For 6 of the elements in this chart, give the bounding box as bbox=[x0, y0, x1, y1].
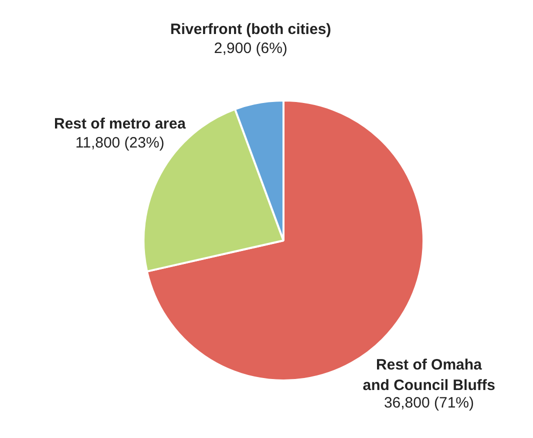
slice-label: Riverfront (both cities) bbox=[170, 21, 332, 38]
data-label: 11,800 (23%) bbox=[75, 134, 164, 152]
slice-label: Rest of Omaha and Council Bluffs bbox=[362, 356, 496, 394]
data-label: 2,900 (6%) bbox=[214, 40, 288, 58]
slice-label: Rest of metro area bbox=[54, 116, 186, 133]
data-label: 36,800 (71%) bbox=[384, 394, 474, 412]
